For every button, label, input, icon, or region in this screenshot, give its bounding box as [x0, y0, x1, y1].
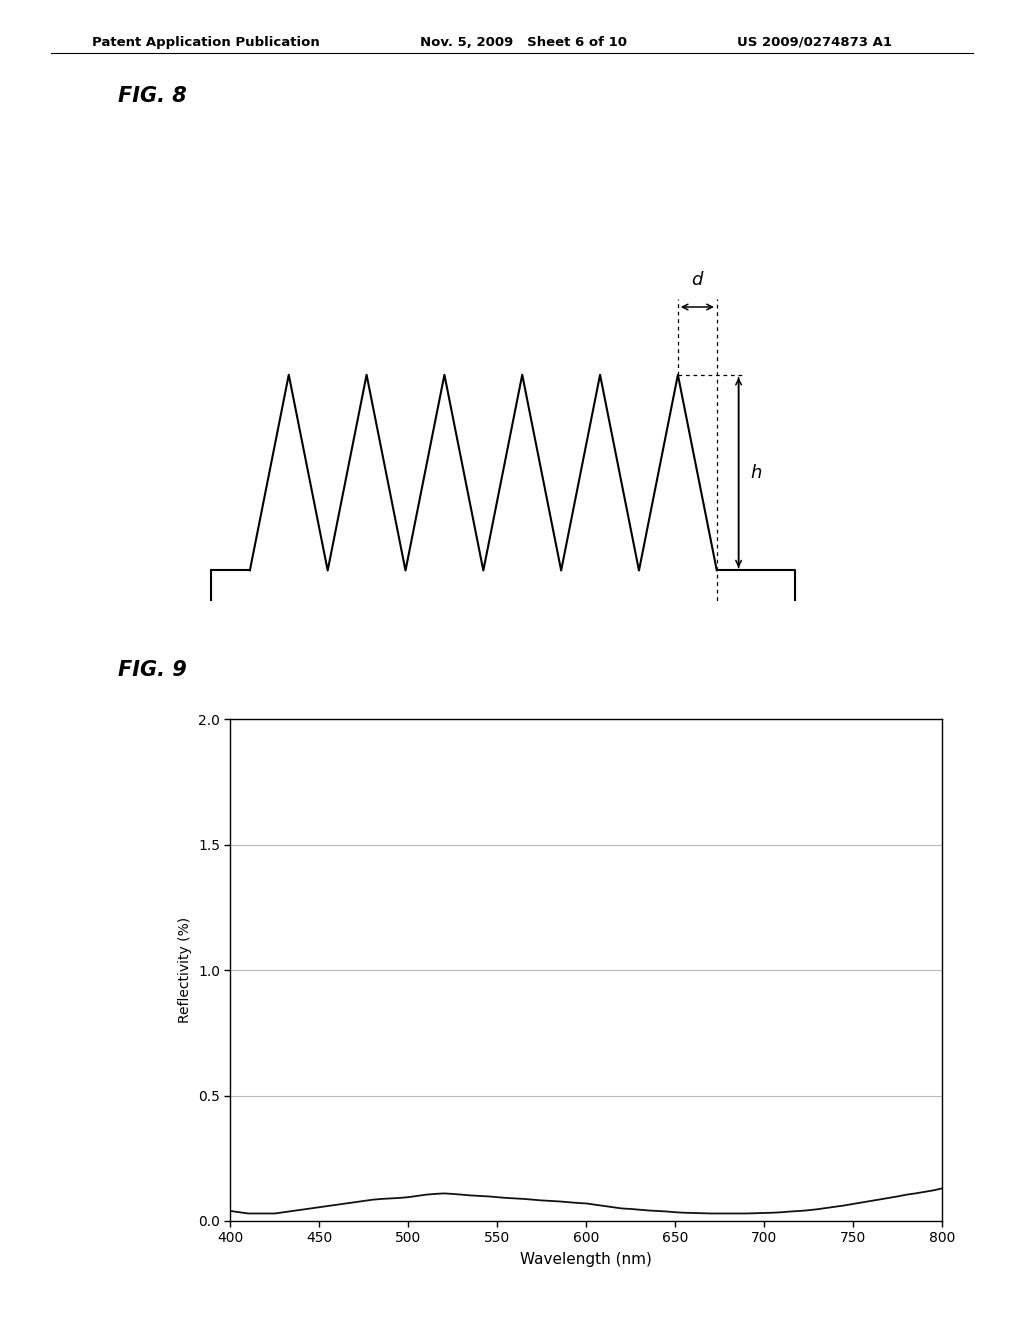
Text: US 2009/0274873 A1: US 2009/0274873 A1: [737, 36, 892, 49]
Text: d: d: [691, 271, 703, 289]
Text: Patent Application Publication: Patent Application Publication: [92, 36, 319, 49]
Text: FIG. 9: FIG. 9: [118, 660, 186, 680]
Text: Nov. 5, 2009   Sheet 6 of 10: Nov. 5, 2009 Sheet 6 of 10: [420, 36, 627, 49]
Text: h: h: [751, 463, 762, 482]
X-axis label: Wavelength (nm): Wavelength (nm): [520, 1253, 652, 1267]
Y-axis label: Reflectivity (%): Reflectivity (%): [178, 917, 193, 1023]
Text: FIG. 8: FIG. 8: [118, 86, 186, 106]
